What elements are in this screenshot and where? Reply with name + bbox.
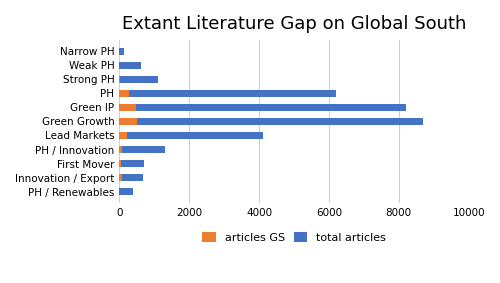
Legend: articles GS, total articles: articles GS, total articles <box>198 228 390 247</box>
Bar <box>119 48 124 55</box>
Bar <box>119 160 144 167</box>
Bar <box>119 160 121 167</box>
Title: Extant Literature Gap on Global South: Extant Literature Gap on Global South <box>122 15 466 33</box>
Bar <box>119 132 128 139</box>
Bar <box>119 89 129 97</box>
Bar <box>119 188 132 196</box>
Bar <box>119 174 122 181</box>
Bar <box>119 76 158 83</box>
Bar <box>119 132 262 139</box>
Bar <box>119 76 120 83</box>
Bar <box>119 146 164 153</box>
Bar <box>119 174 143 181</box>
Bar <box>119 61 141 69</box>
Bar <box>119 89 336 97</box>
Bar <box>119 104 136 111</box>
Bar <box>119 104 406 111</box>
Bar <box>119 118 137 125</box>
Bar <box>119 118 424 125</box>
Bar <box>119 146 122 153</box>
